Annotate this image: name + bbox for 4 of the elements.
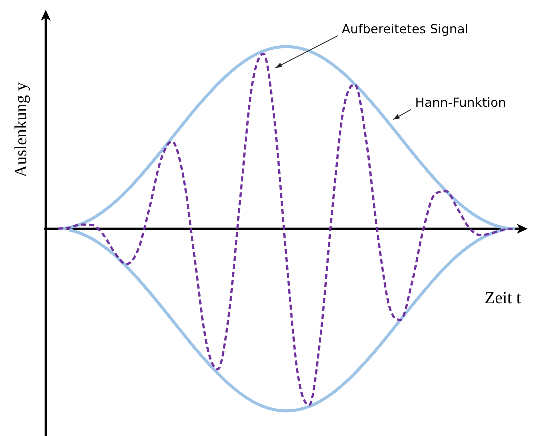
text: Hann-Funktion	[415, 94, 506, 110]
text: Aufbereitetes Signal	[342, 21, 469, 36]
x-axis-title: Zeit t	[484, 288, 522, 308]
y-axis-title: Auslenkung y	[11, 82, 30, 178]
